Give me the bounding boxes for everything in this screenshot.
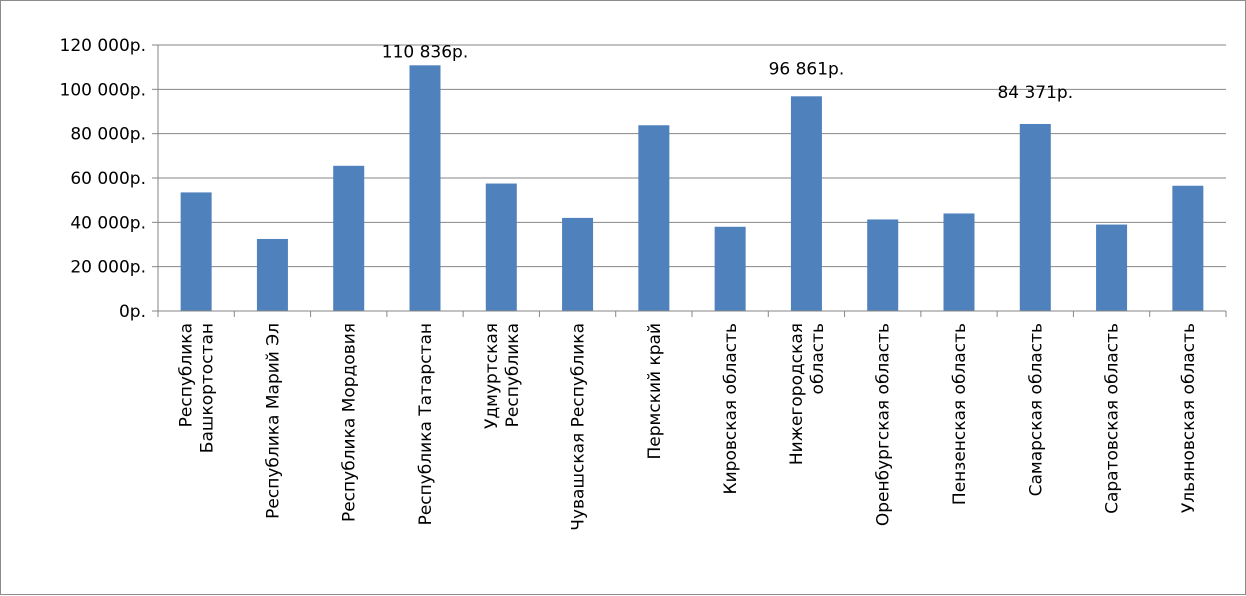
bars [180, 65, 1204, 312]
bar [333, 165, 365, 311]
bar [638, 125, 670, 311]
y-tick-label: 120 000р. [60, 36, 147, 56]
x-category-label: Оренбургская область [874, 323, 894, 526]
x-category-label: Республика [503, 323, 523, 427]
data-label: 110 836р. [382, 42, 469, 62]
x-category-label: Республика Марий Эл [263, 323, 283, 519]
x-category-label: Ульяновская область [1179, 323, 1199, 513]
bar [1096, 224, 1128, 311]
x-category-label: Удмуртская [482, 323, 502, 429]
bar [485, 183, 517, 311]
y-tick-label: 0р. [119, 302, 146, 322]
x-category-label: Республика Мордовия [340, 323, 360, 522]
x-category-label: Пермский край [645, 323, 665, 460]
bar [790, 96, 822, 312]
x-category-label: Республика Татарстан [416, 323, 436, 525]
x-category-label: область [808, 323, 828, 394]
y-tick-label: 60 000р. [70, 169, 146, 189]
data-labels: 110 836р. 96 861р. 84 371р. [382, 42, 1073, 103]
x-category-label: Республика [177, 323, 197, 427]
y-tick-label: 80 000р. [70, 125, 146, 145]
bar [1172, 185, 1204, 311]
bar [409, 65, 441, 311]
bar [867, 219, 899, 311]
bar [714, 226, 746, 311]
x-category-label: Кировская область [721, 323, 741, 494]
x-axis [157, 310, 1227, 317]
x-category-label: Самарская область [1026, 323, 1046, 496]
x-category-label: Чувашская Республика [569, 323, 589, 531]
data-label: 84 371р. [997, 83, 1073, 103]
bar [180, 192, 212, 311]
y-tick-label: 100 000р. [60, 80, 147, 100]
bar [256, 238, 288, 311]
bar [1019, 123, 1051, 311]
data-label: 96 861р. [769, 59, 845, 79]
x-category-label: Башкортостан [198, 323, 218, 453]
x-category-label: Нижегородская [787, 323, 807, 465]
x-category-label: Саратовская область [1103, 323, 1123, 514]
y-tick-label: 20 000р. [70, 258, 146, 278]
y-axis-tick-labels: 0р. 20 000р. 40 000р. 60 000р. 80 000р. 100 0… [60, 36, 147, 322]
x-axis-category-labels: Республика Башкортостан Республика Марий Э… [177, 323, 1199, 531]
bar [562, 217, 594, 311]
bar [943, 213, 975, 311]
x-category-label: Пензенская область [950, 323, 970, 505]
y-tick-label: 40 000р. [70, 213, 146, 233]
